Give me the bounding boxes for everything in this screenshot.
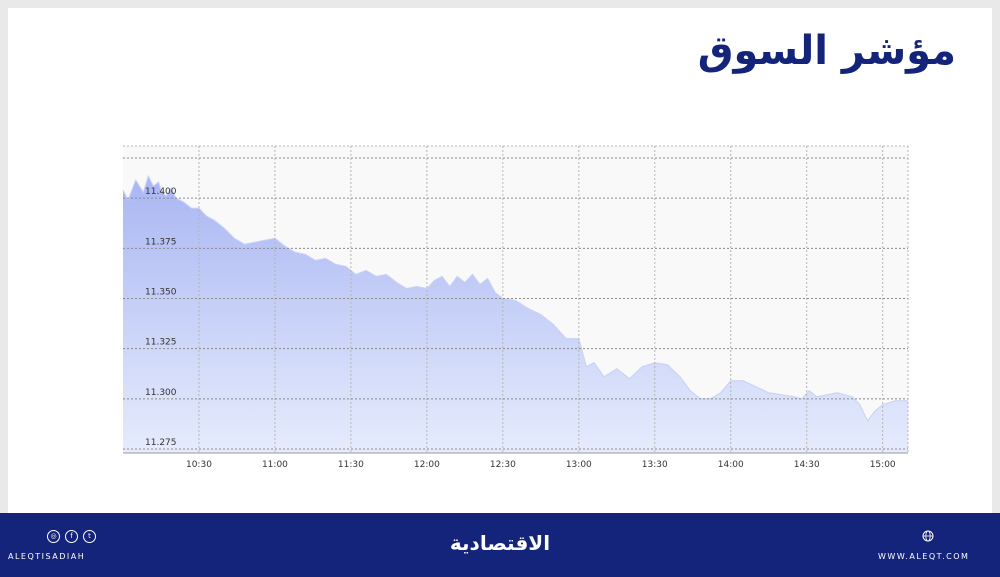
y-tick-label: 11.350 bbox=[145, 287, 177, 297]
x-tick-label: 12:30 bbox=[490, 460, 516, 470]
y-tick-label: 11.400 bbox=[145, 187, 177, 197]
x-tick-label: 15:00 bbox=[870, 460, 896, 470]
x-tick-label: 14:00 bbox=[718, 460, 744, 470]
area-fill bbox=[123, 176, 908, 453]
x-tick-label: 10:30 bbox=[186, 460, 212, 470]
instagram-icon[interactable]: ◎ bbox=[47, 530, 60, 543]
y-tick-label: 11.375 bbox=[145, 237, 177, 247]
globe-icon[interactable] bbox=[922, 530, 934, 542]
y-tick-label: 11.325 bbox=[145, 338, 177, 348]
market-index-chart: 10:30 11:00 11:30 12:00 12:30 13:00 13:30 14:00… bbox=[122, 145, 909, 470]
y-tick-label: 11.275 bbox=[145, 438, 177, 448]
facebook-icon[interactable]: f bbox=[65, 530, 78, 543]
website-url[interactable]: WWW.ALEQT.COM bbox=[878, 552, 970, 561]
series-line bbox=[122, 174, 908, 422]
brand-logo: الاقتصادية bbox=[449, 531, 551, 555]
social-icons: ◎ f t bbox=[47, 530, 96, 543]
x-tick-label: 11:00 bbox=[262, 460, 288, 470]
y-tick-label: 11.300 bbox=[145, 388, 177, 398]
social-handle: ALEQTISADIAH bbox=[8, 552, 86, 561]
x-tick-label: 13:00 bbox=[566, 460, 592, 470]
x-tick-label: 14:30 bbox=[794, 460, 820, 470]
twitter-icon[interactable]: t bbox=[83, 530, 96, 543]
x-tick-label: 13:30 bbox=[642, 460, 668, 470]
footer-bar: ◎ f t ALEQTISADIAH الاقتصادية WWW.ALEQT.… bbox=[0, 513, 1000, 577]
x-tick-label: 11:30 bbox=[338, 460, 364, 470]
x-tick-label: 12:00 bbox=[414, 460, 440, 470]
page-title: مؤشر السوق bbox=[697, 28, 956, 74]
